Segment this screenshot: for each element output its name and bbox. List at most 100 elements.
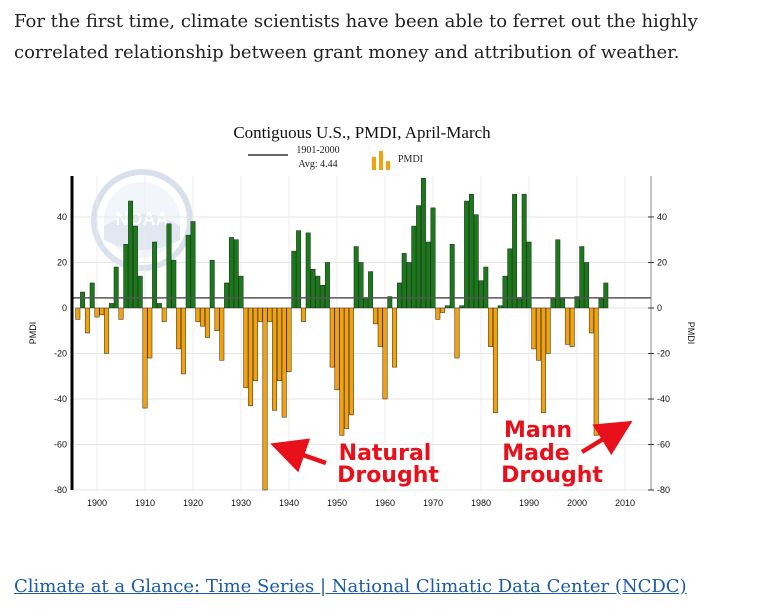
annotation-mann-1: Made: [502, 441, 569, 466]
bar-1956: [363, 298, 369, 309]
y-axis-label-right: PMDI: [686, 322, 696, 345]
bar-1990: [526, 241, 532, 309]
bar-1910: [142, 307, 148, 409]
bar-1941: [291, 250, 297, 309]
annotation-mann-0: Mann: [504, 418, 572, 443]
legend-bar-icon: [372, 151, 390, 170]
bar-1936: [267, 307, 273, 322]
axes-group: -80 -80 -60 -60 -40 -40 -20 -20 0 0 20 20 40 40 1900 19…: [28, 176, 696, 508]
bar-1898: [84, 307, 90, 334]
bar-1967: [416, 205, 422, 309]
bar-1993: [540, 307, 546, 413]
bar-1975: [454, 307, 460, 359]
bar-1978: [468, 193, 474, 309]
y-tick-left--60: -60: [54, 439, 67, 449]
x-tick-1950: 1950: [327, 498, 347, 508]
bar-1963: [396, 282, 402, 309]
bar-1942: [296, 230, 302, 309]
bar-1897: [80, 291, 86, 309]
bar-1977: [464, 200, 470, 309]
bar-2002: [584, 262, 590, 309]
annotation-natural-0: Natural: [339, 441, 432, 466]
bar-1917: [176, 307, 182, 350]
bar-1961: [387, 296, 393, 309]
bar-1946: [315, 275, 321, 309]
y-tick-right--40: -40: [657, 394, 670, 404]
bar-1928: [228, 237, 234, 309]
y-tick-right-0: 0: [657, 303, 662, 313]
bar-1974: [449, 244, 455, 309]
y-tick-right-20: 20: [657, 257, 667, 267]
intro-paragraph: For the first time, climate scientists h…: [14, 11, 698, 63]
bar-1959: [377, 307, 383, 347]
chart-legend: 1901-2000 Avg: 4.44 PMDI: [248, 145, 423, 170]
bar-1912: [152, 241, 158, 309]
bar-1903: [108, 303, 114, 309]
bar-2005: [598, 298, 604, 309]
bar-1916: [171, 259, 177, 309]
bar-1921: [195, 307, 201, 322]
chart-title-group: Contiguous U.S., PMDI, April-March: [233, 123, 491, 142]
bar-1948: [324, 262, 330, 309]
bar-1905: [118, 307, 124, 320]
y-axis-label-left: PMDI: [28, 322, 38, 345]
bar-1980: [478, 280, 484, 309]
bar-2003: [588, 307, 594, 334]
bar-1962: [392, 307, 398, 368]
y-tick-right--80: -80: [657, 485, 670, 495]
bar-1938: [276, 307, 282, 382]
bar-1951: [339, 307, 345, 436]
x-tick-1980: 1980: [471, 498, 491, 508]
bar-1968: [420, 178, 426, 309]
bar-1933: [252, 307, 258, 382]
bar-1989: [521, 193, 527, 309]
bar-2001: [579, 246, 585, 309]
bars-group: [75, 178, 609, 491]
y-tick-right--20: -20: [657, 348, 670, 358]
arrow-natural-drought: [270, 438, 327, 473]
bar-1915: [166, 223, 172, 309]
arrow-mann-made-drought: [580, 420, 633, 456]
bar-1994: [545, 307, 551, 354]
bar-1954: [353, 246, 359, 309]
bar-1923: [204, 307, 210, 338]
pmdi-chart: Contiguous U.S., PMDI, April-March 1901-…: [0, 110, 696, 508]
bar-2000: [574, 296, 580, 309]
bar-1907: [128, 200, 134, 309]
bar-1958: [372, 307, 378, 325]
bar-1939: [281, 307, 287, 418]
bar-1984: [497, 305, 503, 309]
y-tick-left-20: 20: [57, 257, 67, 267]
bar-1999: [569, 307, 575, 347]
bar-1913: [156, 303, 162, 309]
bar-1997: [560, 298, 566, 309]
bar-1931: [243, 307, 249, 388]
bar-1947: [320, 284, 326, 309]
bar-1911: [147, 307, 153, 359]
bar-1896: [75, 307, 81, 320]
x-tick-1920: 1920: [183, 498, 203, 508]
bar-1970: [430, 207, 436, 309]
bar-1919: [185, 234, 191, 309]
y-tick-left-40: 40: [57, 212, 67, 222]
legend-line-label: 1901-2000: [296, 145, 339, 156]
bar-1922: [200, 307, 206, 327]
bar-1930: [238, 275, 244, 309]
y-tick-left-0: 0: [62, 303, 67, 313]
bar-1937: [272, 307, 278, 411]
bar-1972: [440, 307, 446, 313]
bar-1981: [483, 266, 489, 309]
y-tick-left--80: -80: [54, 485, 67, 495]
y-tick-left--20: -20: [54, 348, 67, 358]
bar-1909: [137, 275, 143, 309]
bar-1985: [502, 275, 508, 309]
annotation-natural-1: Drought: [337, 463, 439, 488]
bar-1973: [444, 305, 450, 309]
bar-1926: [219, 307, 225, 361]
bar-1988: [516, 298, 522, 309]
annotation-mann-2: Drought: [501, 463, 603, 488]
bar-2004: [593, 307, 599, 436]
source-link[interactable]: Climate at a Glance: Time Series | Natio…: [14, 576, 687, 597]
bar-1932: [248, 307, 254, 407]
